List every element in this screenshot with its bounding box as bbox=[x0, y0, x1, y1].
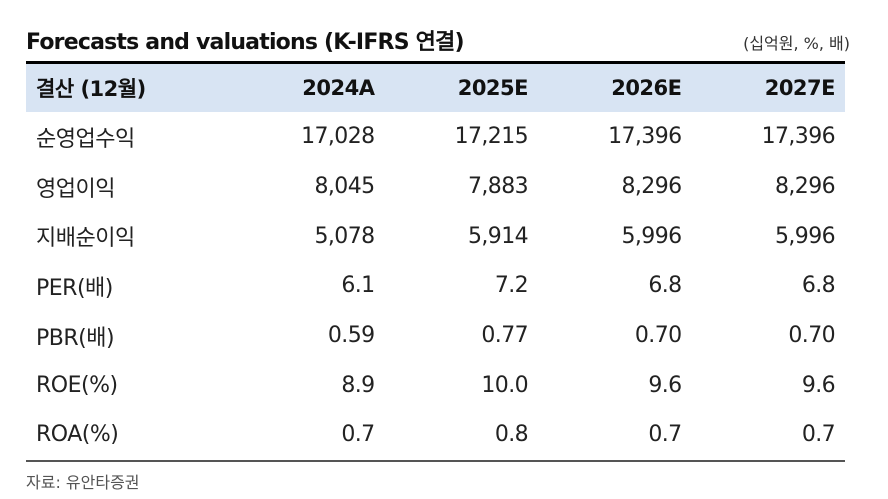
table-cell: 8,296 bbox=[621, 174, 683, 200]
table-title: Forecasts and valuations (K-IFRS 연결) bbox=[26, 30, 465, 55]
table-cell: 0.70 bbox=[788, 323, 835, 349]
table-cell: 8,296 bbox=[775, 174, 836, 200]
header-year: 2024A bbox=[302, 76, 375, 100]
table-cell: 6.8 bbox=[801, 273, 836, 299]
table-cell: 0.8 bbox=[494, 422, 529, 448]
table-cell: 0.77 bbox=[481, 323, 528, 349]
table-cell: 6.8 bbox=[648, 273, 682, 299]
row-label: PBR(배) bbox=[36, 325, 115, 351]
forecast-table: 결산 (12월) 2024A 2025E 2026E 2027E 순영업수익 1… bbox=[26, 61, 845, 462]
table-cell: 8.9 bbox=[341, 372, 375, 398]
table-cell: 9.6 bbox=[801, 372, 836, 398]
header-year: 2027E bbox=[764, 76, 836, 100]
table-cell: 0.70 bbox=[634, 323, 682, 349]
table-row: ROA(%) 0.7 0.8 0.7 0.7 bbox=[26, 410, 845, 460]
table-cell: 0.7 bbox=[341, 422, 375, 448]
table-cell: 6.1 bbox=[341, 273, 375, 299]
table-header-row: 결산 (12월) 2024A 2025E 2026E 2027E bbox=[26, 64, 845, 112]
table-cell: 0.7 bbox=[648, 422, 682, 448]
unit-note: (십억원, %, 배) bbox=[743, 34, 850, 53]
header-period: 결산 (12월) bbox=[36, 77, 146, 101]
table-cell: 10.0 bbox=[481, 372, 528, 398]
table-cell: 8,045 bbox=[314, 174, 376, 200]
table-row: PBR(배) 0.59 0.77 0.70 0.70 bbox=[26, 311, 845, 361]
table-row: 순영업수익 17,028 17,215 17,396 17,396 bbox=[26, 112, 845, 162]
header-year: 2026E bbox=[611, 76, 682, 100]
header-year: 2025E bbox=[457, 76, 529, 100]
top-rule bbox=[26, 61, 845, 64]
table-cell: 17,028 bbox=[301, 124, 375, 150]
table-row: 영업이익 8,045 7,883 8,296 8,296 bbox=[26, 162, 845, 212]
table-row: PER(배) 6.1 7.2 6.8 6.8 bbox=[26, 261, 845, 311]
table-cell: 0.7 bbox=[801, 422, 836, 448]
table-cell: 7.2 bbox=[494, 273, 529, 299]
table-cell: 17,215 bbox=[454, 124, 529, 150]
row-label: 영업이익 bbox=[36, 176, 115, 202]
row-label: ROA(%) bbox=[36, 422, 119, 448]
table-cell: 0.59 bbox=[327, 323, 375, 349]
source-note: 자료: 유안타증권 bbox=[26, 473, 140, 492]
table-cell: 5,078 bbox=[314, 223, 376, 249]
table-cell: 5,914 bbox=[468, 223, 529, 249]
table-cell: 9.6 bbox=[648, 372, 682, 398]
row-label: 지배순이익 bbox=[36, 226, 135, 252]
table-cell: 17,396 bbox=[608, 124, 682, 150]
row-label: 순영업수익 bbox=[36, 126, 135, 152]
table-row: ROE(%) 8.9 10.0 9.6 9.6 bbox=[26, 360, 845, 410]
table-cell: 7,883 bbox=[468, 174, 529, 200]
row-label: PER(배) bbox=[36, 275, 113, 301]
table-row: 지배순이익 5,078 5,914 5,996 5,996 bbox=[26, 211, 845, 261]
table-cell: 5,996 bbox=[775, 223, 836, 249]
table-cell: 5,996 bbox=[621, 223, 683, 249]
bottom-rule bbox=[26, 459, 845, 462]
row-label: ROE(%) bbox=[36, 372, 118, 398]
table-cell: 17,396 bbox=[761, 124, 836, 150]
